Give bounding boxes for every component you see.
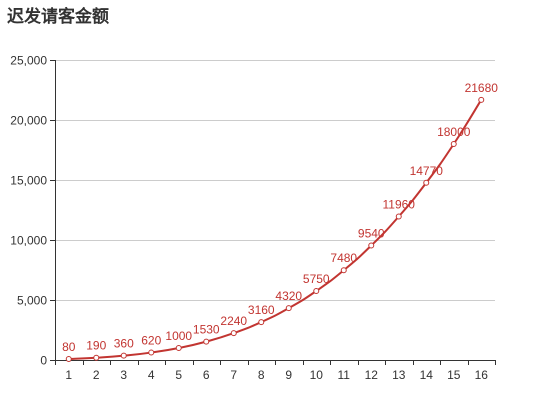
x-tick-label: 16 <box>475 368 489 382</box>
data-point <box>230 330 237 337</box>
data-point <box>285 305 292 312</box>
x-tick-label: 13 <box>392 368 406 382</box>
y-tick-label: 0 <box>40 354 47 368</box>
data-label: 360 <box>114 337 134 351</box>
x-tick-label: 4 <box>148 368 155 382</box>
x-tick-label: 8 <box>258 368 265 382</box>
x-tick-label: 6 <box>203 368 210 382</box>
y-tick-label: 15,000 <box>10 174 47 188</box>
data-label: 1530 <box>193 323 220 337</box>
data-label: 620 <box>141 334 161 348</box>
data-label: 190 <box>86 339 106 353</box>
y-tick-label: 25,000 <box>10 54 47 68</box>
data-point <box>340 267 347 274</box>
data-point <box>368 242 375 249</box>
x-tick-label: 12 <box>365 368 379 382</box>
x-tick-label: 14 <box>420 368 434 382</box>
data-point <box>450 141 457 147</box>
data-point <box>175 345 182 351</box>
data-point <box>93 354 100 361</box>
series-line <box>68 99 483 361</box>
data-label: 3160 <box>248 303 275 317</box>
data-label: 18000 <box>437 125 471 139</box>
data-point <box>478 96 485 103</box>
data-point <box>258 319 265 326</box>
x-tick-label: 5 <box>175 368 182 382</box>
x-tick-label: 7 <box>230 368 237 382</box>
data-labels: 80 190 360 620 1000 1530224031604320575074809… <box>62 81 498 354</box>
data-label: 1000 <box>165 329 192 343</box>
data-label: 11960 <box>383 197 416 211</box>
data-label: 7480 <box>330 251 357 265</box>
data-point <box>203 338 210 345</box>
data-label: 21680 <box>465 81 499 95</box>
series <box>65 96 485 363</box>
data-label: 5750 <box>303 272 330 286</box>
x-tick-label: 11 <box>338 368 351 382</box>
x-tick-label: 15 <box>447 368 461 382</box>
x-tick-label: 1 <box>65 368 72 382</box>
y-tick-label: 20,000 <box>10 114 47 128</box>
data-label: 4320 <box>275 289 302 303</box>
data-point <box>120 352 127 359</box>
y-tick-label: 5,000 <box>17 294 47 308</box>
data-point <box>65 356 72 363</box>
x-tick-label: 2 <box>93 368 100 382</box>
x-tick-label: 9 <box>285 368 292 382</box>
data-label: 14770 <box>410 164 444 178</box>
y-tick-label: 10,000 <box>10 234 47 248</box>
data-label: 80 <box>62 340 76 354</box>
chart-title: 迟发请客金额 <box>7 7 109 27</box>
data-point <box>148 349 155 356</box>
data-point <box>313 288 320 294</box>
data-label: 9540 <box>358 227 385 241</box>
x-tick-label: 3 <box>120 368 127 382</box>
data-point <box>395 213 402 220</box>
data-point <box>423 179 430 186</box>
x-tick-label: 10 <box>310 368 324 382</box>
grid-lines <box>55 60 495 301</box>
data-label: 2240 <box>220 314 247 328</box>
